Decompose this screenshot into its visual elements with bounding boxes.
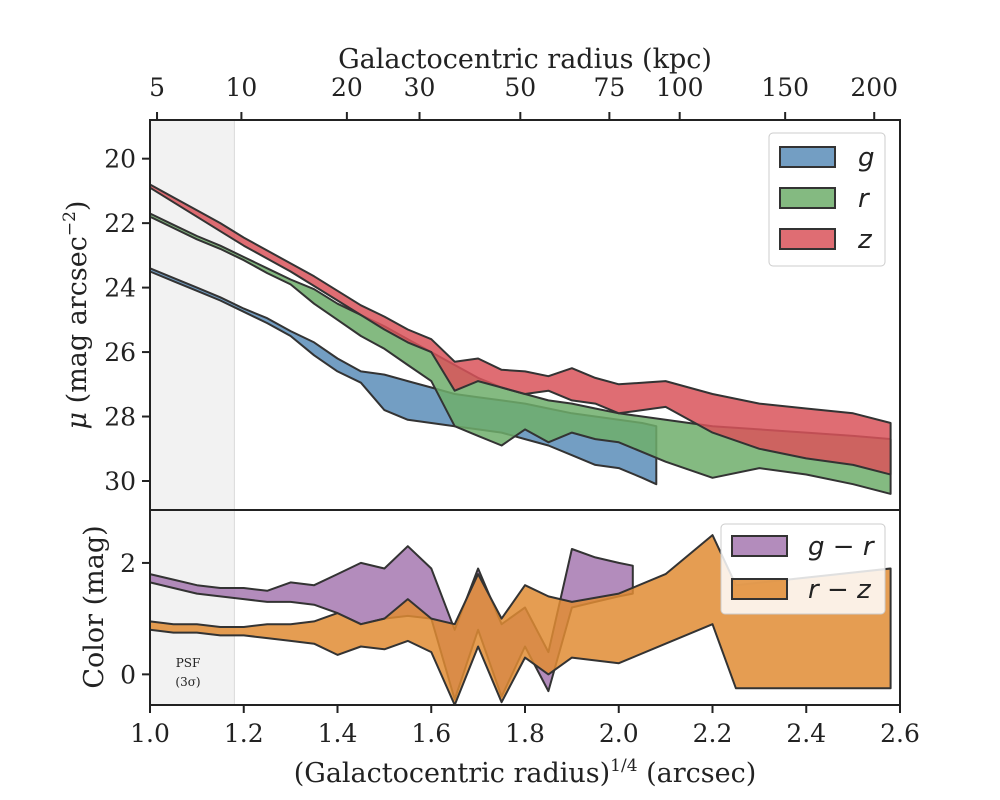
x-axis-label: (Galactocentric radius)1/4 (arcsec): [294, 756, 757, 789]
top-axis-tick-label: 20: [331, 73, 363, 102]
legend-swatch-r-minus-z: [731, 578, 788, 600]
psf-region-top: [150, 120, 235, 510]
x-tick-label: 2.6: [880, 719, 920, 748]
legend-label-z: z: [857, 225, 873, 255]
top-y-tick-label: 22: [104, 209, 136, 238]
bottom-y-tick-label: 0: [120, 660, 136, 689]
psf-region-bottom: [150, 510, 235, 705]
top-axis-tick-label: 150: [761, 73, 809, 102]
legend-swatch-g-minus-r: [731, 535, 788, 557]
legend-label-r: r: [858, 184, 871, 214]
top-axis-tick-label: 5: [149, 73, 165, 102]
legend-swatch-z: [779, 228, 836, 250]
x-tick-label: 1.6: [411, 719, 451, 748]
top-axis-tick-label: 200: [850, 73, 898, 102]
series-r-minus-z-band: [149, 534, 892, 706]
psf-sigma-label: (3σ): [175, 675, 200, 689]
x-tick-label: 1.4: [318, 719, 358, 748]
legend-swatch-g: [779, 146, 836, 168]
top-axis-tick-label: 75: [593, 73, 625, 102]
x-tick-label: 1.2: [224, 719, 264, 748]
bottom-y-tick-label: 2: [120, 549, 136, 578]
legends: grz g − r r − z: [720, 132, 886, 615]
x-tick-label: 1.8: [505, 719, 545, 748]
top-y-tick-label: 28: [104, 403, 136, 432]
legend-label-g: g: [858, 143, 875, 173]
x-tick-label: 2.4: [786, 719, 826, 748]
x-tick-label: 2.2: [693, 719, 733, 748]
bottom-y-axis-label: Color (mag): [79, 525, 110, 688]
x-tick-label: 2.0: [599, 719, 639, 748]
legend-label-r-minus-z: r − z: [808, 575, 872, 605]
top-y-tick-label: 20: [104, 145, 136, 174]
top-axis-label: Galactocentric radius (kpc): [338, 44, 712, 75]
color-series: [149, 534, 892, 706]
top-y-tick-label: 24: [104, 274, 136, 303]
top-axis-tick-label: 10: [226, 73, 258, 102]
top-y-tick-label: 30: [104, 467, 136, 496]
legend-swatch-r: [779, 187, 836, 209]
series-z-band: [149, 183, 892, 476]
top-y-axis-label: μ (mag arcsec−2): [60, 201, 93, 430]
top-axis-tick-label: 100: [656, 73, 704, 102]
legend-label-g-minus-r: g − r: [808, 532, 876, 562]
psf-label: PSF: [176, 656, 201, 670]
top-y-tick-label: 26: [104, 338, 136, 367]
axis-ticks: 1.0 1.2 1.4 1.6 1.8 2.0 2.2 2.4 2.65 10 20 30 50 75 10…: [104, 73, 920, 748]
top-axis-tick-label: 30: [404, 73, 436, 102]
top-axis-tick-label: 50: [504, 73, 536, 102]
surface-brightness-series: [149, 183, 892, 495]
x-tick-label: 1.0: [130, 719, 170, 748]
